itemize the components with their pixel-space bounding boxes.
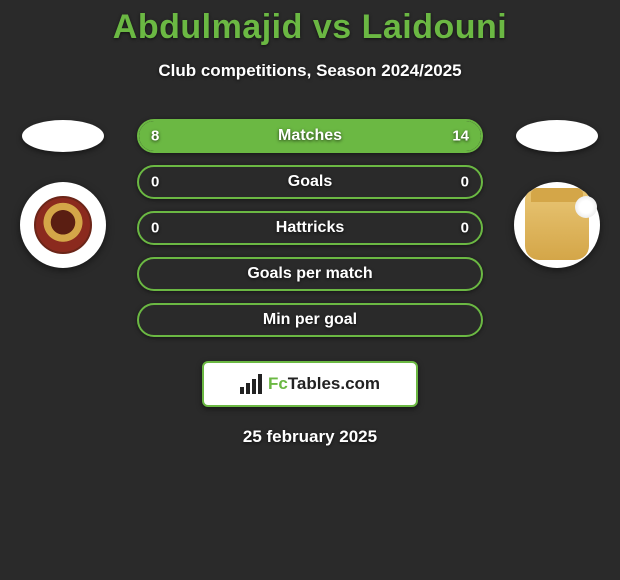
stat-row-matches: 8 Matches 14 xyxy=(137,119,483,153)
stat-row-goals-per-match: Goals per match xyxy=(137,257,483,291)
page-subtitle: Club competitions, Season 2024/2025 xyxy=(0,61,620,81)
infographic-content: Abdulmajid vs Laidouni Club competitions… xyxy=(0,0,620,447)
stat-value-left: 8 xyxy=(151,128,159,145)
stat-label: Goals xyxy=(288,173,332,191)
stat-value-left: 0 xyxy=(151,220,159,237)
club-right-badge xyxy=(514,182,600,268)
player-left-column xyxy=(20,120,106,268)
club-left-crest-icon xyxy=(34,196,92,254)
stat-label: Hattricks xyxy=(276,219,344,237)
stat-label: Goals per match xyxy=(247,265,372,283)
stat-value-right: 0 xyxy=(461,220,469,237)
player-left-placeholder-icon xyxy=(22,120,104,152)
club-left-badge xyxy=(20,182,106,268)
stat-value-right: 14 xyxy=(452,128,469,145)
date-text: 25 february 2025 xyxy=(0,427,620,447)
player-right-column xyxy=(514,120,600,268)
stat-rows: 8 Matches 14 0 Goals 0 0 Hattricks 0 Goa… xyxy=(137,119,483,337)
stat-value-left: 0 xyxy=(151,174,159,191)
brand-box: FcTables.com xyxy=(202,361,418,407)
stat-row-hattricks: 0 Hattricks 0 xyxy=(137,211,483,245)
player-right-placeholder-icon xyxy=(516,120,598,152)
stat-row-min-per-goal: Min per goal xyxy=(137,303,483,337)
stat-label: Min per goal xyxy=(263,311,357,329)
brand-text: FcTables.com xyxy=(268,374,380,394)
brand-text-rest: Tables.com xyxy=(288,374,380,393)
brand-chart-icon xyxy=(240,374,262,394)
stat-value-right: 0 xyxy=(461,174,469,191)
club-right-crest-icon xyxy=(525,190,589,260)
page-title: Abdulmajid vs Laidouni xyxy=(0,8,620,47)
stat-row-goals: 0 Goals 0 xyxy=(137,165,483,199)
stat-label: Matches xyxy=(278,127,342,145)
